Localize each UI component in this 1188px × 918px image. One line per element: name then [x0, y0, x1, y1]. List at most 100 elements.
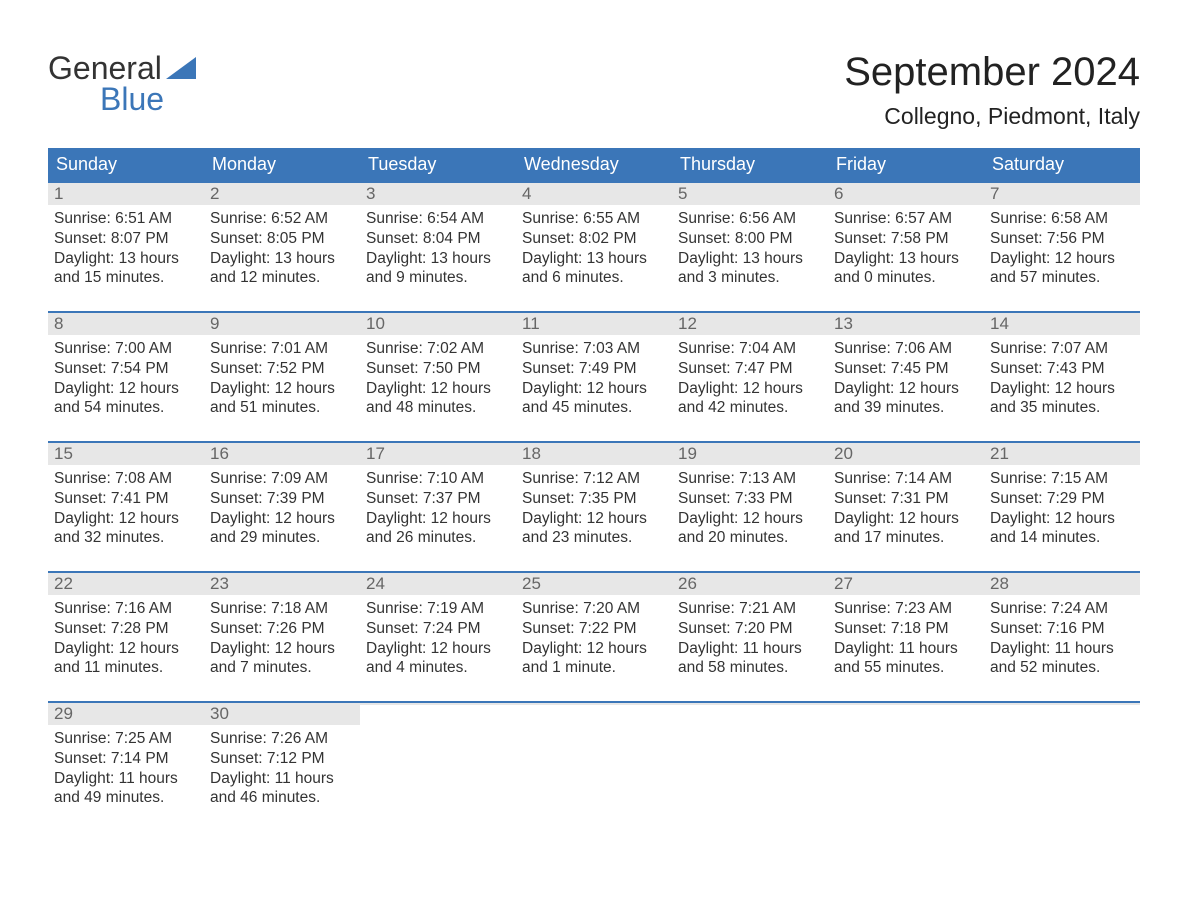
day-day2: and 42 minutes. [678, 398, 822, 418]
day-day1: Daylight: 13 hours [522, 249, 666, 269]
dayheader-friday: Friday [828, 148, 984, 181]
day-sunrise: Sunrise: 6:54 AM [366, 209, 510, 229]
day-sunset: Sunset: 8:04 PM [366, 229, 510, 249]
day-number: 12 [672, 313, 828, 335]
day-day2: and 4 minutes. [366, 658, 510, 678]
calendar-week: 8Sunrise: 7:00 AMSunset: 7:54 PMDaylight… [48, 311, 1140, 441]
calendar-day: 23Sunrise: 7:18 AMSunset: 7:26 PMDayligh… [204, 573, 360, 701]
daynum-bar: 26 [672, 573, 828, 595]
calendar-day: 4Sunrise: 6:55 AMSunset: 8:02 PMDaylight… [516, 183, 672, 311]
day-sunrise: Sunrise: 7:10 AM [366, 469, 510, 489]
day-day1: Daylight: 12 hours [210, 379, 354, 399]
day-day1: Daylight: 12 hours [54, 509, 198, 529]
day-sunset: Sunset: 7:24 PM [366, 619, 510, 639]
daynum-bar: 6 [828, 183, 984, 205]
day-sunrise: Sunrise: 7:18 AM [210, 599, 354, 619]
calendar-day: 25Sunrise: 7:20 AMSunset: 7:22 PMDayligh… [516, 573, 672, 701]
day-sunset: Sunset: 7:28 PM [54, 619, 198, 639]
day-sunset: Sunset: 7:43 PM [990, 359, 1134, 379]
daynum-bar: 11 [516, 313, 672, 335]
daynum-bar: 27 [828, 573, 984, 595]
calendar-week: 1Sunrise: 6:51 AMSunset: 8:07 PMDaylight… [48, 181, 1140, 311]
daynum-bar: 2 [204, 183, 360, 205]
day-sunset: Sunset: 7:37 PM [366, 489, 510, 509]
day-number: 26 [672, 573, 828, 595]
day-day1: Daylight: 12 hours [522, 509, 666, 529]
calendar-day: 26Sunrise: 7:21 AMSunset: 7:20 PMDayligh… [672, 573, 828, 701]
dayheader-saturday: Saturday [984, 148, 1140, 181]
day-day2: and 6 minutes. [522, 268, 666, 288]
day-day2: and 12 minutes. [210, 268, 354, 288]
day-day1: Daylight: 12 hours [522, 379, 666, 399]
day-number: 10 [360, 313, 516, 335]
calendar-day: 15Sunrise: 7:08 AMSunset: 7:41 PMDayligh… [48, 443, 204, 571]
calendar-week: 29Sunrise: 7:25 AMSunset: 7:14 PMDayligh… [48, 701, 1140, 831]
daynum-bar: 14 [984, 313, 1140, 335]
day-sunrise: Sunrise: 6:52 AM [210, 209, 354, 229]
daynum-bar: 20 [828, 443, 984, 465]
day-sunset: Sunset: 7:22 PM [522, 619, 666, 639]
day-day2: and 48 minutes. [366, 398, 510, 418]
day-body: Sunrise: 7:06 AMSunset: 7:45 PMDaylight:… [828, 335, 984, 418]
day-day1: Daylight: 13 hours [678, 249, 822, 269]
daynum-bar [360, 703, 516, 705]
day-body: Sunrise: 7:19 AMSunset: 7:24 PMDaylight:… [360, 595, 516, 678]
day-day2: and 54 minutes. [54, 398, 198, 418]
daynum-bar: 8 [48, 313, 204, 335]
day-day2: and 46 minutes. [210, 788, 354, 808]
day-body: Sunrise: 7:14 AMSunset: 7:31 PMDaylight:… [828, 465, 984, 548]
day-day1: Daylight: 12 hours [678, 509, 822, 529]
day-number: 14 [984, 313, 1140, 335]
daynum-bar: 21 [984, 443, 1140, 465]
day-sunrise: Sunrise: 7:20 AM [522, 599, 666, 619]
day-sunset: Sunset: 7:29 PM [990, 489, 1134, 509]
calendar-day: 8Sunrise: 7:00 AMSunset: 7:54 PMDaylight… [48, 313, 204, 441]
day-day2: and 0 minutes. [834, 268, 978, 288]
day-body: Sunrise: 7:25 AMSunset: 7:14 PMDaylight:… [48, 725, 204, 808]
day-body: Sunrise: 7:21 AMSunset: 7:20 PMDaylight:… [672, 595, 828, 678]
day-day1: Daylight: 11 hours [54, 769, 198, 789]
daynum-bar: 28 [984, 573, 1140, 595]
calendar-day: 19Sunrise: 7:13 AMSunset: 7:33 PMDayligh… [672, 443, 828, 571]
day-day1: Daylight: 12 hours [834, 509, 978, 529]
calendar-day: 16Sunrise: 7:09 AMSunset: 7:39 PMDayligh… [204, 443, 360, 571]
daynum-bar: 17 [360, 443, 516, 465]
calendar-day: 24Sunrise: 7:19 AMSunset: 7:24 PMDayligh… [360, 573, 516, 701]
dayheader-row: Sunday Monday Tuesday Wednesday Thursday… [48, 148, 1140, 181]
day-day2: and 23 minutes. [522, 528, 666, 548]
day-day1: Daylight: 12 hours [210, 639, 354, 659]
day-day1: Daylight: 12 hours [990, 509, 1134, 529]
day-sunrise: Sunrise: 7:25 AM [54, 729, 198, 749]
day-body: Sunrise: 6:57 AMSunset: 7:58 PMDaylight:… [828, 205, 984, 288]
calendar-day: 6Sunrise: 6:57 AMSunset: 7:58 PMDaylight… [828, 183, 984, 311]
day-sunrise: Sunrise: 7:12 AM [522, 469, 666, 489]
day-sunrise: Sunrise: 7:09 AM [210, 469, 354, 489]
location: Collegno, Piedmont, Italy [844, 103, 1140, 130]
day-sunset: Sunset: 7:20 PM [678, 619, 822, 639]
calendar-week: 22Sunrise: 7:16 AMSunset: 7:28 PMDayligh… [48, 571, 1140, 701]
daynum-bar: 1 [48, 183, 204, 205]
day-body: Sunrise: 7:13 AMSunset: 7:33 PMDaylight:… [672, 465, 828, 548]
day-day2: and 9 minutes. [366, 268, 510, 288]
day-day1: Daylight: 12 hours [54, 379, 198, 399]
day-number: 6 [828, 183, 984, 205]
day-sunrise: Sunrise: 7:06 AM [834, 339, 978, 359]
calendar-day [672, 703, 828, 831]
day-number: 17 [360, 443, 516, 465]
calendar-day [360, 703, 516, 831]
daynum-bar: 10 [360, 313, 516, 335]
calendar-day: 21Sunrise: 7:15 AMSunset: 7:29 PMDayligh… [984, 443, 1140, 571]
day-day2: and 35 minutes. [990, 398, 1134, 418]
day-body: Sunrise: 7:09 AMSunset: 7:39 PMDaylight:… [204, 465, 360, 548]
dayheader-monday: Monday [204, 148, 360, 181]
calendar-day: 20Sunrise: 7:14 AMSunset: 7:31 PMDayligh… [828, 443, 984, 571]
month-title: September 2024 [844, 50, 1140, 95]
daynum-bar: 23 [204, 573, 360, 595]
day-day1: Daylight: 13 hours [834, 249, 978, 269]
daynum-bar: 16 [204, 443, 360, 465]
day-day1: Daylight: 12 hours [210, 509, 354, 529]
day-day2: and 52 minutes. [990, 658, 1134, 678]
day-sunset: Sunset: 7:58 PM [834, 229, 978, 249]
day-body: Sunrise: 7:07 AMSunset: 7:43 PMDaylight:… [984, 335, 1140, 418]
day-number: 9 [204, 313, 360, 335]
